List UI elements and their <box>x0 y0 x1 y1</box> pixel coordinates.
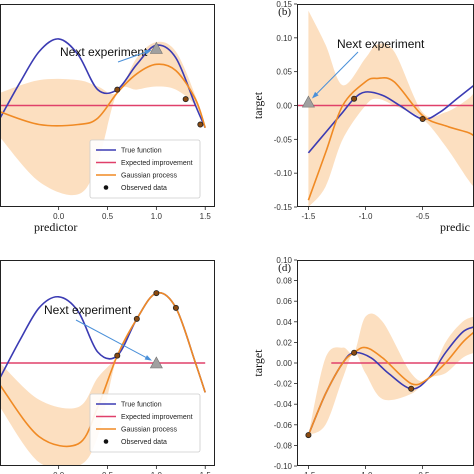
x-axis-label: predic <box>440 220 470 234</box>
observed-point <box>172 304 179 311</box>
x-tick-label: -1.5 <box>302 471 316 474</box>
axes-frame <box>0 260 215 466</box>
y-tick-label: -0.10 <box>274 169 293 178</box>
panel-label: (d) <box>278 262 291 274</box>
legend-label: True function <box>121 148 162 155</box>
x-tick-label: 0.0 <box>53 212 65 221</box>
x-tick-label: -1.0 <box>359 212 373 221</box>
plot-area <box>0 290 206 466</box>
x-tick-label: 1.0 <box>151 471 163 474</box>
annotation-arrowhead <box>311 91 319 99</box>
x-tick-label: -1.0 <box>359 471 373 474</box>
y-tick-label: -0.15 <box>274 203 293 212</box>
observed-point <box>408 385 415 392</box>
panel-4: -1.5 -1.0 -0.5 0.10 0.08 0.06 0.04 0.02 0.00 -0.0… <box>251 256 474 474</box>
y-tick-label: 0.10 <box>276 34 292 43</box>
confidence-band <box>0 41 206 196</box>
observed-point <box>153 290 160 297</box>
annotation-arrow <box>75 319 151 361</box>
annotation-arrowhead <box>144 50 152 55</box>
x-tick-label: 1.5 <box>200 212 212 221</box>
plot-area <box>305 313 474 439</box>
y-tick-label: -0.08 <box>274 441 293 450</box>
confidence-band <box>308 313 474 436</box>
x-tick-label: 0.5 <box>102 471 114 474</box>
y-tick-label: 0.00 <box>276 102 292 111</box>
y-axis-label: target <box>251 349 265 377</box>
x-tick-label: -0.5 <box>416 212 430 221</box>
x-tick-label: 1.5 <box>200 471 212 474</box>
plot-area <box>0 38 206 196</box>
legend-box <box>89 139 201 199</box>
legend: True function Expected improvement Gaussia… <box>89 139 201 199</box>
observed-point <box>182 96 189 103</box>
confidence-band <box>0 292 206 466</box>
next-experiment-label: Next experiment <box>337 37 425 51</box>
annotation-arrow <box>312 51 359 98</box>
observed-point <box>351 349 358 356</box>
observed-point <box>133 315 140 322</box>
legend-label: True function <box>121 402 162 409</box>
observed-point <box>114 86 121 93</box>
legend: True function Expected improvement Gaussia… <box>89 393 201 453</box>
observed-point <box>351 95 358 102</box>
next-experiment-label: Next experiment <box>44 303 132 317</box>
x-tick-label: -0.5 <box>416 471 430 474</box>
y-tick-label: 0.08 <box>276 277 292 286</box>
y-tick-label: 0.10 <box>276 256 292 265</box>
y-tick-label: 0.00 <box>276 359 292 368</box>
y-tick-label: -0.06 <box>274 421 293 430</box>
annotation-arrowhead <box>144 355 152 361</box>
next-experiment-marker <box>149 41 163 54</box>
y-axis-label: target <box>251 91 265 119</box>
observed-point <box>305 432 312 439</box>
x-tick-label: 0.5 <box>102 212 114 221</box>
legend-label: Gaussian process <box>121 173 178 180</box>
next-experiment-marker <box>301 95 315 108</box>
x-tick-label: 1.0 <box>151 212 163 221</box>
y-tick-label: 0.04 <box>276 318 292 327</box>
legend-label: Expected improvement <box>121 414 193 421</box>
y-tick-label: 0.06 <box>276 297 292 306</box>
x-tick-label: 0.0 <box>53 471 65 474</box>
panel-2: -1.5 -1.0 -0.5 0.15 0.10 0.05 0.00 -0.05 -0.10 -0… <box>251 0 474 234</box>
legend-label: Expected improvement <box>121 160 193 167</box>
observed-point <box>419 116 426 123</box>
y-tick-label: 0.15 <box>276 0 292 9</box>
x-axis-label: predictor <box>34 220 77 234</box>
panel-1: 0.0 0.5 1.0 1.5 predictor Next experiment True… <box>0 4 215 234</box>
legend-label: Observed data <box>121 185 167 192</box>
gaussian-process-line <box>307 331 474 436</box>
y-tick-label: -0.05 <box>274 135 293 144</box>
plot-area <box>297 10 474 207</box>
legend-label: Gaussian process <box>121 427 178 434</box>
annotation-arrow <box>117 50 150 63</box>
next-experiment-marker <box>149 356 163 369</box>
y-tick-label: -0.02 <box>274 380 293 389</box>
observed-point <box>197 121 204 128</box>
panel-label: (b) <box>278 6 291 18</box>
x-tick-label: -1.5 <box>302 212 316 221</box>
y-tick-label: -0.10 <box>274 462 293 471</box>
axes-frame <box>0 4 215 207</box>
true-function-line <box>0 38 206 129</box>
next-experiment-label: Next experiment <box>60 45 148 59</box>
legend-observed-swatch <box>103 439 109 444</box>
legend-box <box>89 393 201 453</box>
gaussian-process-line <box>0 63 206 128</box>
legend-observed-swatch <box>103 185 109 190</box>
gaussian-process-line <box>0 291 206 448</box>
y-tick-label: -0.04 <box>274 400 293 409</box>
y-tick-label: 0.02 <box>276 338 292 347</box>
gaussian-process-line <box>307 76 474 201</box>
observed-point <box>114 352 121 359</box>
legend-label: Observed data <box>121 439 167 446</box>
y-tick-label: 0.05 <box>276 68 292 77</box>
